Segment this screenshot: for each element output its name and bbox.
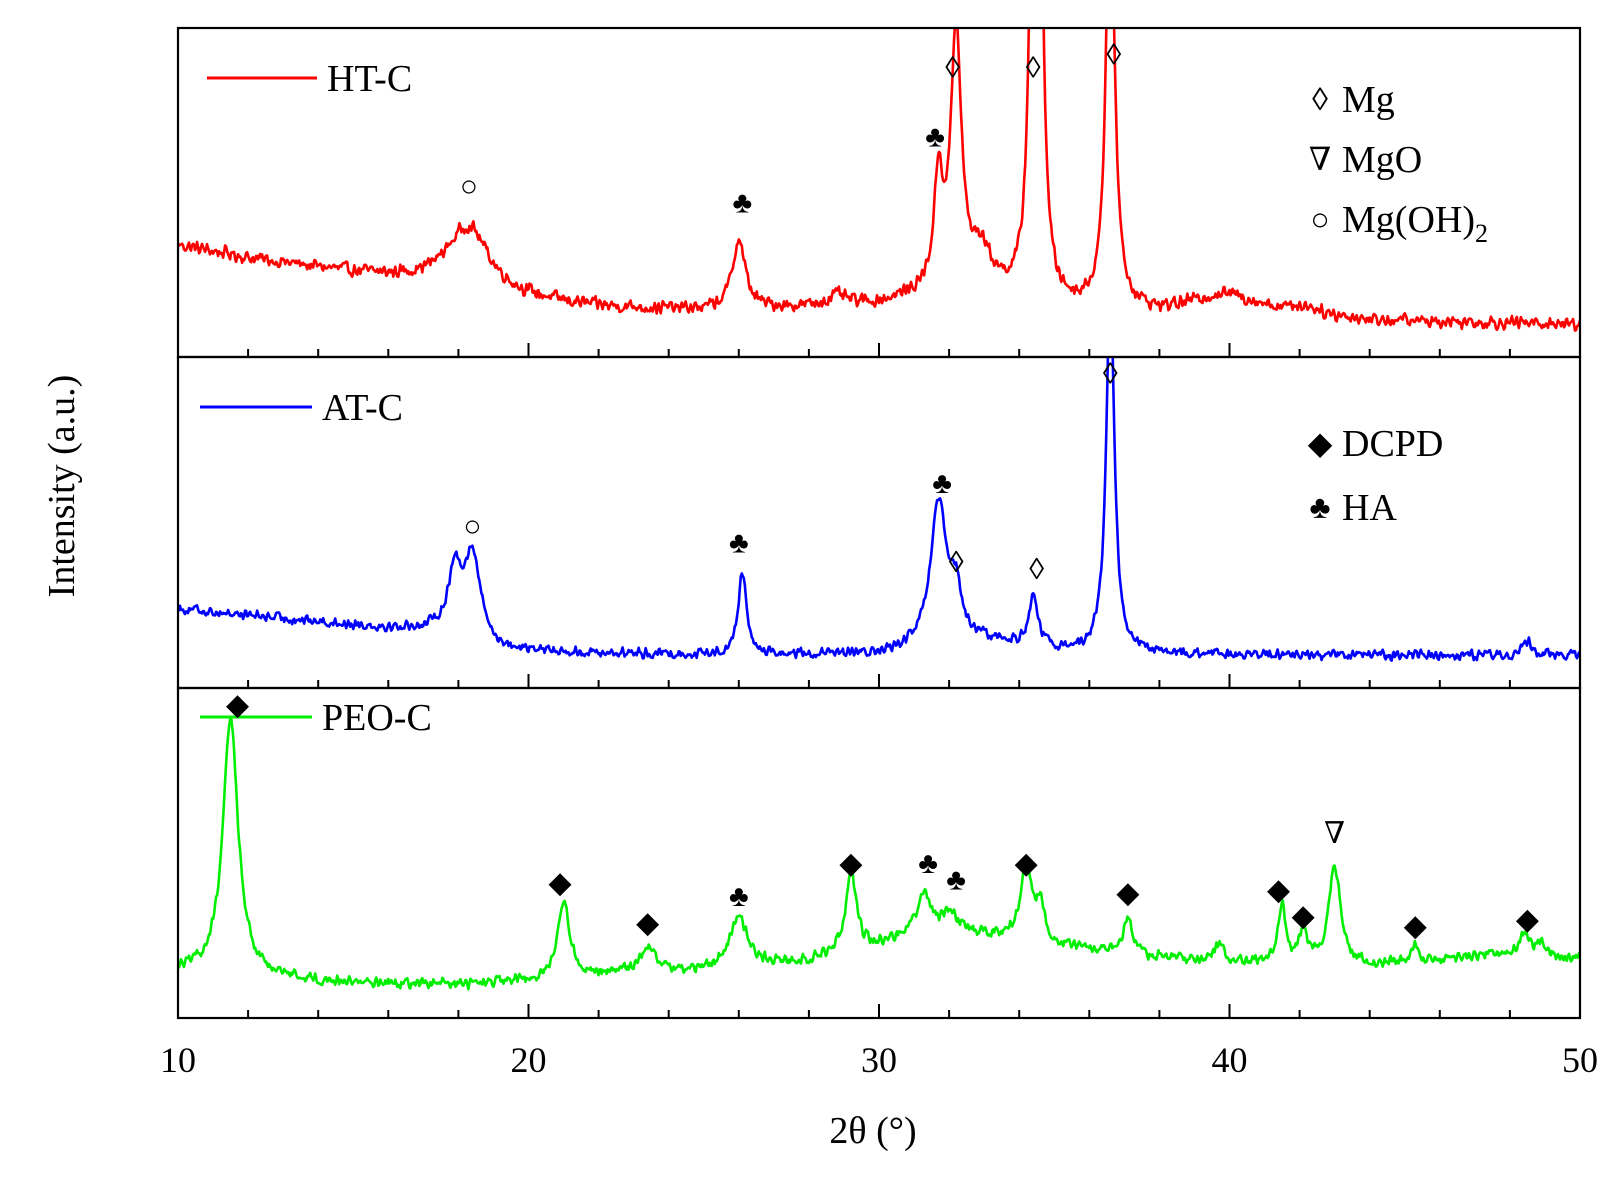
legend-label-ht-c: HT-C <box>327 58 412 100</box>
phase-marker-dcpd: ◆ <box>839 847 862 880</box>
x-tick-label: 40 <box>1212 1040 1248 1080</box>
phase-marker-mg: ◊ <box>949 546 964 579</box>
series-line-at-c <box>178 357 1580 662</box>
phase-marker-ha: ♣ <box>729 526 749 559</box>
phase-marker-mg: ◊ <box>1103 358 1118 391</box>
phase-key-label-mgo: MgO <box>1342 139 1422 181</box>
phase-marker-dcpd: ◆ <box>1404 910 1427 943</box>
panel-ht-c: HT-C ○ ♣ ♣ ◊ ◊ ◊ ◊ Mg ∇ MgO ○ Mg(OH)2 <box>176 26 1582 359</box>
phase-key-symbol-dcpd: ◆ <box>1308 425 1333 461</box>
x-axis-title: 2θ (°) <box>829 1110 916 1152</box>
x-tick-label: 30 <box>861 1040 897 1080</box>
phase-marker-ha: ♣ <box>925 121 945 154</box>
panel-peo-c: PEO-C◆◆◆♣◆ ♣ ♣ ◆◆ ◆◆∇◆ ◆ <box>176 686 1582 1020</box>
x-tick-label: 10 <box>160 1040 196 1080</box>
phase-key-symbol-ha: ♣ <box>1310 489 1331 525</box>
phase-key-label-mgoh2: Mg(OH)2 <box>1342 199 1488 248</box>
x-tick-label: 50 <box>1562 1040 1598 1080</box>
phase-marker-mg: ◊ <box>945 51 960 84</box>
phase-marker-dcpd: ◆ <box>226 689 249 722</box>
phase-key-symbol-mgo: ∇ <box>1309 141 1331 177</box>
phase-key-label-ha: HA <box>1342 487 1397 529</box>
phase-marker-dcpd: ◆ <box>636 906 659 939</box>
phase-marker-ha: ♣ <box>729 880 749 913</box>
panels: HT-C○ ♣♣◊ ◊ ◊◊ Mg∇ MgO○ Mg(OH)2AT-C○♣♣◊ ◊◊◆ DCPD… <box>176 26 1582 1020</box>
y-axis-title: Intensity (a.u.) <box>41 375 83 598</box>
phase-key-label-dcpd: DCPD <box>1342 423 1443 465</box>
phase-marker-dcpd: ◆ <box>1292 900 1315 933</box>
phase-marker-mgo: ∇ <box>1324 817 1345 850</box>
phase-marker-ha: ♣ <box>946 863 966 896</box>
x-tick-label: 20 <box>511 1040 547 1080</box>
legend-label-at-c: AT-C <box>322 387 403 429</box>
phase-marker-ha: ♣ <box>932 467 952 500</box>
phase-marker-dcpd: ◆ <box>1116 877 1139 910</box>
phase-key-label-mg: Mg <box>1342 79 1395 121</box>
phase-marker-dcpd: ◆ <box>1267 873 1290 906</box>
phase-key-symbol-mgoh2: ○ <box>1310 201 1329 237</box>
phase-marker-mgoh2: ○ <box>460 170 478 203</box>
series-line-peo-c <box>178 716 1580 991</box>
phase-marker-mg: ◊ <box>1106 38 1121 71</box>
phase-marker-dcpd: ◆ <box>1015 847 1038 880</box>
series-line-ht-c <box>178 28 1580 332</box>
phase-marker-mg: ◊ <box>1026 51 1041 84</box>
phase-marker-ha: ♣ <box>732 186 752 219</box>
phase-marker-mg: ◊ <box>1029 553 1044 586</box>
phase-marker-mgoh2: ○ <box>463 510 481 543</box>
phase-marker-dcpd: ◆ <box>549 867 572 900</box>
phase-marker-dcpd: ◆ <box>1516 903 1539 936</box>
phase-marker-ha: ♣ <box>918 847 938 880</box>
phase-key-symbol-mg: ◊ <box>1312 81 1328 117</box>
x-axis: 10 20 30 40 50 <box>160 1040 1598 1080</box>
legend-label-peo-c: PEO-C <box>322 697 432 739</box>
